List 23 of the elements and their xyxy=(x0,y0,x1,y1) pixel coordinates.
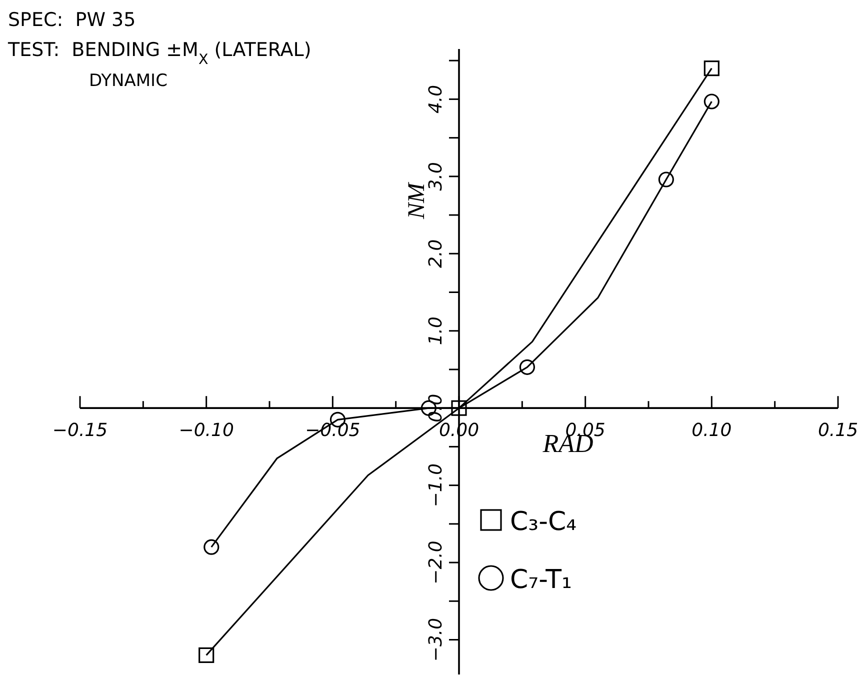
point xyxy=(704,94,720,110)
x-tick-label: −0.10 xyxy=(178,420,234,442)
point xyxy=(519,359,536,375)
annotation: DYNAMIC xyxy=(89,71,168,91)
y-tick-label: −3.0 xyxy=(425,618,446,662)
legend-label: C₃-C₄ xyxy=(510,507,577,537)
chart-subtitle: TEST: BENDING ±M$_{X}$ (LATERAL) xyxy=(7,39,312,68)
x-tick-label: −0.15 xyxy=(52,420,108,442)
point xyxy=(204,539,220,555)
y-tick-label: 4.0 xyxy=(425,84,446,114)
legend-label: C₇-T₁ xyxy=(510,565,572,595)
y-tick-label: 1.0 xyxy=(425,316,446,346)
y-tick-label: −1.0 xyxy=(425,463,446,508)
point xyxy=(704,60,720,76)
y-tick-label: 3.0 xyxy=(425,162,446,191)
y-tick-label: 2.0 xyxy=(425,239,446,268)
point xyxy=(658,172,674,188)
point xyxy=(198,647,214,663)
x-tick-label: 0.15 xyxy=(818,420,858,442)
chart-title: SPEC: PW 35 xyxy=(8,9,136,31)
y-tick-label: −2.0 xyxy=(425,540,446,584)
x-tick-label: 0.10 xyxy=(692,420,732,442)
point xyxy=(451,400,467,416)
